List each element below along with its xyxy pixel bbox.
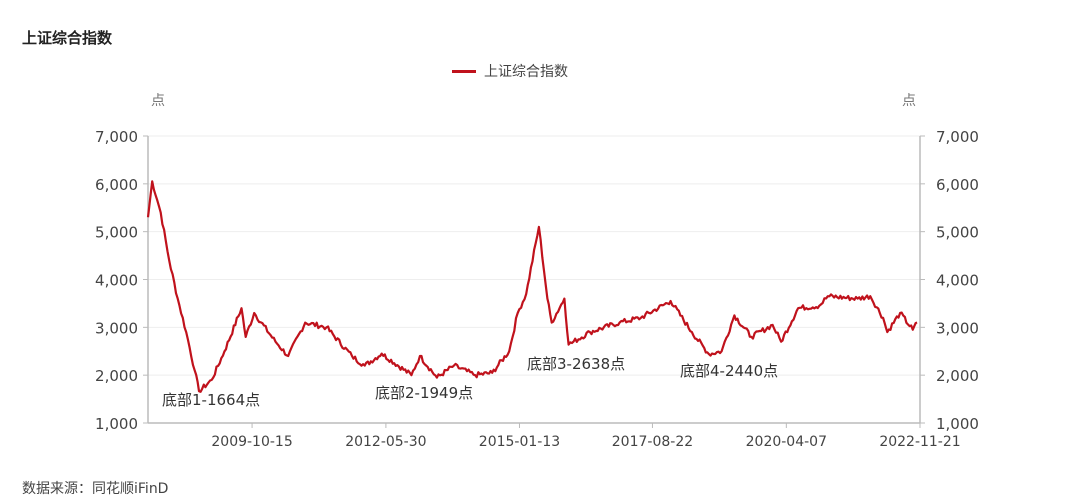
chart-title: 上证综合指数 — [22, 29, 113, 47]
svg-text:4,000: 4,000 — [936, 272, 979, 290]
svg-text:2015-01-13: 2015-01-13 — [479, 434, 560, 450]
svg-text:2,000: 2,000 — [95, 367, 138, 385]
svg-text:6,000: 6,000 — [95, 176, 138, 194]
legend-label: 上证综合指数 — [484, 64, 568, 80]
svg-text:4,000: 4,000 — [95, 272, 138, 290]
left-axis-unit: 点 — [151, 93, 165, 109]
bottom-annotations: 底部1-1664点 底部2-1949点 底部3-2638点 底部4-2440点 — [162, 355, 778, 409]
svg-text:5,000: 5,000 — [936, 224, 979, 242]
index-series-line — [146, 180, 918, 393]
svg-text:5,000: 5,000 — [95, 224, 138, 242]
svg-text:底部1-1664点: 底部1-1664点 — [162, 391, 260, 409]
svg-text:7,000: 7,000 — [95, 128, 138, 146]
svg-text:7,000: 7,000 — [936, 128, 979, 146]
svg-text:3,000: 3,000 — [936, 319, 979, 337]
svg-text:2,000: 2,000 — [936, 367, 979, 385]
x-tick-labels: 2009-10-15 2012-05-30 2015-01-13 2017-08-22… — [211, 423, 961, 450]
svg-text:2020-04-07: 2020-04-07 — [746, 434, 827, 450]
svg-text:底部4-2440点: 底部4-2440点 — [680, 362, 778, 380]
right-axis-unit: 点 — [902, 93, 916, 109]
svg-text:2009-10-15: 2009-10-15 — [211, 434, 292, 450]
svg-text:2017-08-22: 2017-08-22 — [612, 434, 693, 450]
svg-text:底部2-1949点: 底部2-1949点 — [375, 384, 473, 402]
svg-text:1,000: 1,000 — [936, 415, 979, 433]
gridlines — [148, 135, 920, 376]
data-source: 数据来源：同花顺iFinD — [22, 481, 169, 497]
legend[interactable]: 上证综合指数 — [452, 61, 568, 81]
svg-text:1,000: 1,000 — [95, 415, 138, 433]
svg-text:底部3-2638点: 底部3-2638点 — [527, 355, 625, 373]
svg-text:2022-11-21: 2022-11-21 — [879, 434, 960, 450]
svg-text:3,000: 3,000 — [95, 319, 138, 337]
legend-line-icon — [452, 69, 476, 73]
svg-text:2012-05-30: 2012-05-30 — [345, 434, 426, 450]
svg-text:6,000: 6,000 — [936, 176, 979, 194]
y-tick-labels: 1,000 1,000 2,000 2,000 3,000 3,000 4,000 4,000… — [95, 128, 979, 433]
